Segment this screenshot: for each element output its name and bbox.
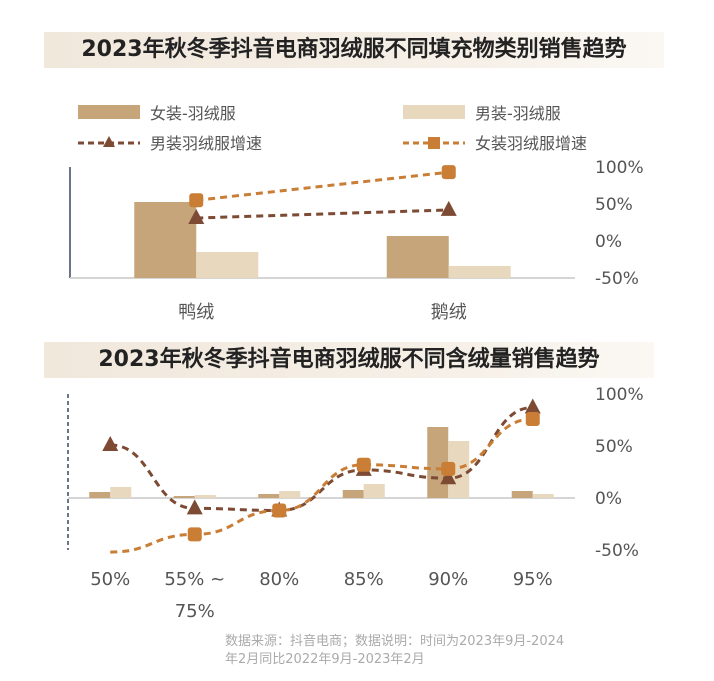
bar-male [279, 491, 301, 498]
bar-male [363, 484, 385, 498]
category-label: 80% [259, 569, 299, 590]
category-label: 90% [428, 569, 468, 590]
category-label: 50% [90, 569, 130, 590]
category-label-cont: 75% [175, 601, 215, 622]
male-growth-line [196, 208, 449, 220]
y2-tick-label: 50% [595, 195, 633, 215]
bar-female [511, 491, 533, 498]
bar-female [89, 492, 111, 498]
category-label: 鹅绒 [431, 302, 467, 323]
source-line-1: 数据来源：抖音电商；数据说明：时间为2023年9月-2024 [225, 634, 565, 649]
legend-female-growth: 女装羽绒服增速 [403, 130, 587, 154]
y2-tick-label: 0% [595, 232, 622, 252]
bar-male [196, 252, 259, 278]
y2-tick-label: 50% [595, 437, 633, 457]
bar-female [258, 494, 280, 498]
y2-tick-label: -50% [595, 541, 639, 561]
y2-tick-label: 100% [595, 158, 644, 178]
female-growth-line [110, 417, 533, 554]
male-bar-swatch [403, 105, 465, 119]
y2-tick-label: 0% [595, 489, 622, 509]
chart2-title: 2023年秋冬季抖音电商羽绒服不同含绒量销售趋势 [44, 342, 654, 378]
legend-male-growth: 男装羽绒服增速 [78, 130, 262, 154]
category-label: 鸭绒 [178, 302, 214, 323]
legend-female-bar: 女装-羽绒服 [78, 100, 236, 124]
bar-male [110, 487, 132, 498]
male-growth-line [110, 406, 533, 512]
legend-label: 女装羽绒服增速 [475, 134, 588, 153]
source-line-2: 年2月同比2022年9月-2023年2月 [225, 652, 425, 667]
legend-label: 男装-羽绒服 [475, 104, 561, 123]
female-growth-line [196, 170, 449, 202]
y2-tick-label: -50% [595, 269, 639, 289]
bar-female [386, 236, 449, 278]
legend-label: 女装-羽绒服 [150, 104, 236, 123]
category-label: 85% [344, 569, 384, 590]
category-label: 95% [513, 569, 553, 590]
y2-tick-label: 100% [595, 385, 644, 405]
bar-female [173, 496, 195, 498]
male-growth-point [188, 209, 205, 225]
female-growth-point [441, 461, 456, 476]
bar-male [448, 266, 511, 278]
bar-female [342, 490, 364, 498]
male-growth-swatch [78, 136, 140, 147]
female-bar-swatch [78, 105, 140, 119]
bar-male [532, 494, 554, 498]
legend-male-bar: 男装-羽绒服 [403, 100, 561, 124]
data-source-note: 数据来源：抖音电商；数据说明：时间为2023年9月-2024 年2月同比2022… [225, 633, 625, 669]
bar-male [194, 495, 216, 498]
female-growth-swatch [403, 137, 465, 149]
female-growth-point [189, 193, 204, 208]
chart1-title: 2023年秋冬季抖音电商羽绒服不同填充物类别销售趋势 [44, 32, 664, 68]
female-growth-point [272, 503, 287, 518]
female-growth-point [356, 457, 371, 472]
female-growth-point [525, 411, 540, 426]
male-growth-point [186, 499, 203, 515]
male-growth-point [440, 200, 457, 216]
male-growth-point [102, 435, 119, 451]
male-growth-point [440, 469, 457, 485]
bar-female [134, 202, 197, 278]
male-growth-point [524, 398, 541, 414]
category-label: 55% ~ [164, 569, 225, 590]
legend-label: 男装羽绒服增速 [150, 134, 263, 153]
female-growth-point [441, 165, 456, 180]
female-growth-point [187, 527, 202, 542]
